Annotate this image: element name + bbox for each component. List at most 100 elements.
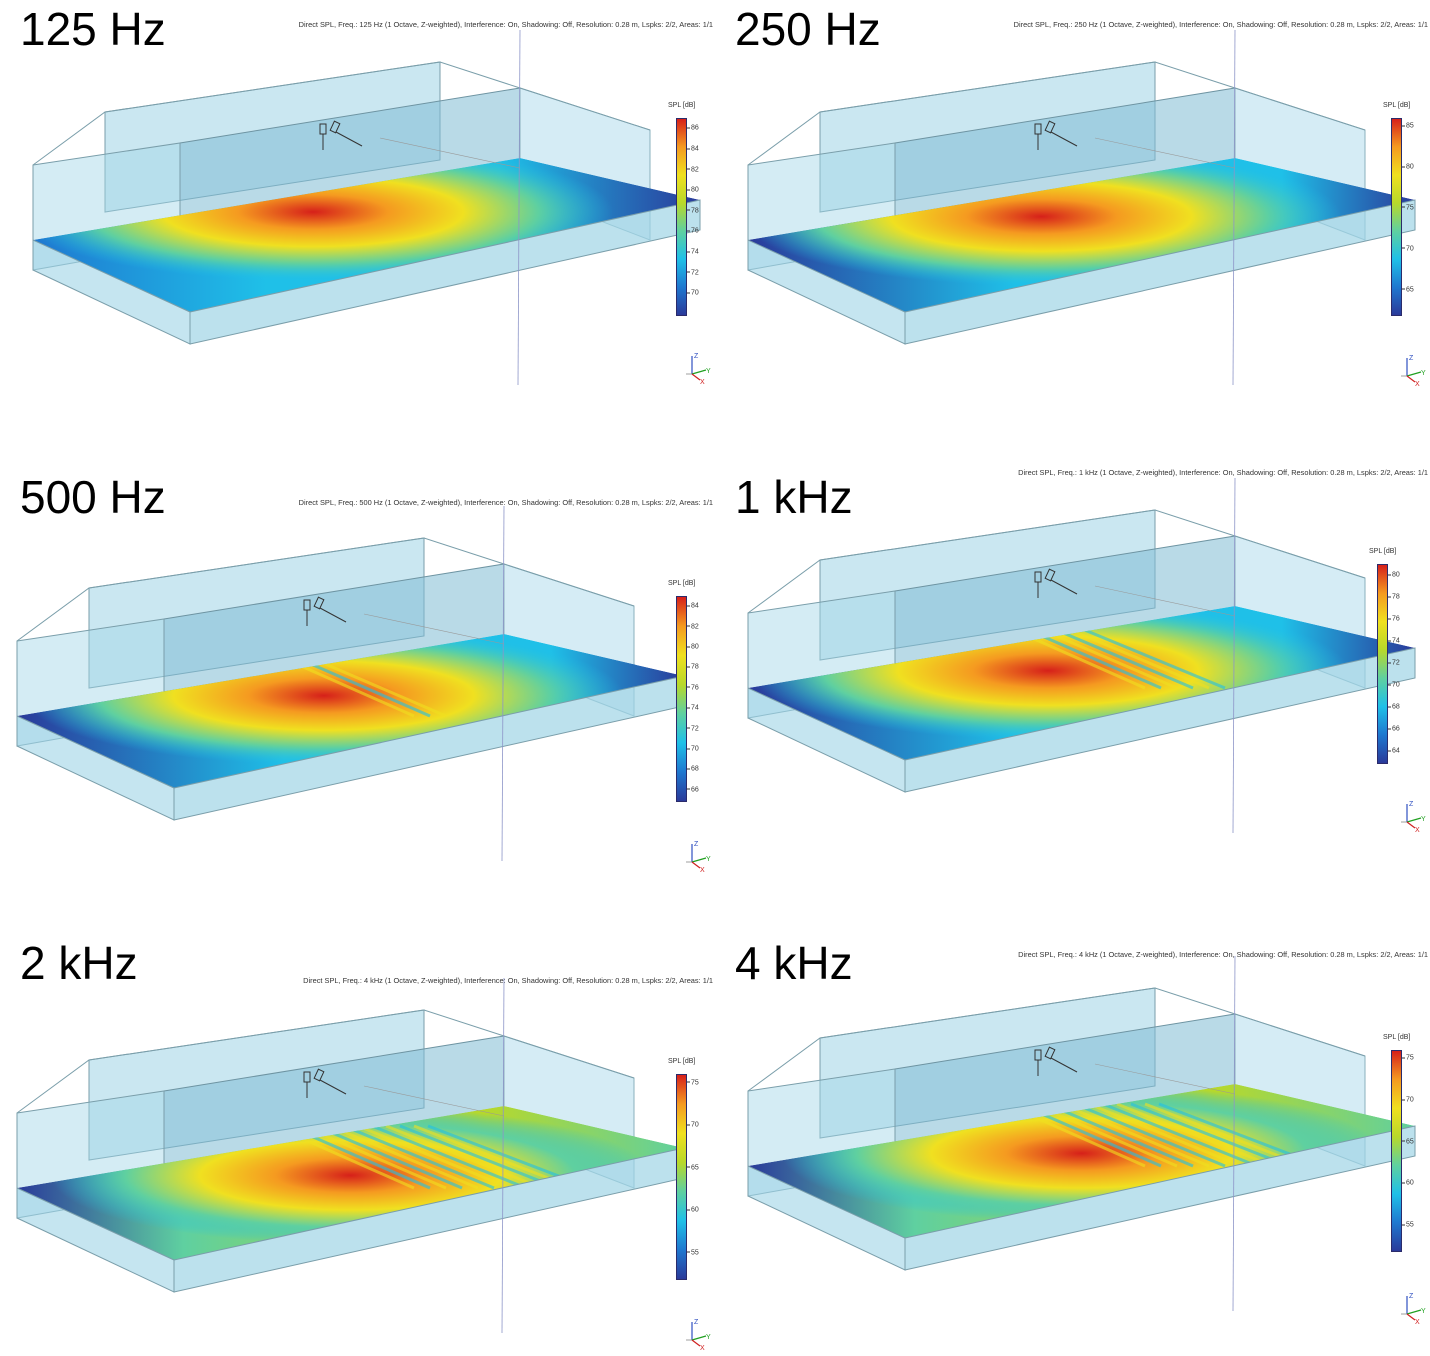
colorbar-tick-label: 85 <box>1402 123 1414 130</box>
colorbar-tick-label: 70 <box>1402 1097 1414 1104</box>
colorbar <box>1377 564 1388 764</box>
panel-500hz: 500 Hz Direct SPL, Freq.: 500 Hz (1 Octav… <box>0 452 715 904</box>
colorbar-tick-label: 76 <box>687 684 699 691</box>
colorbar-tick-label: 76 <box>1388 616 1400 623</box>
svg-text:Y: Y <box>1421 370 1426 377</box>
svg-text:Z: Z <box>694 1319 699 1326</box>
room-top-edges <box>16 537 635 642</box>
loudspeaker-icon <box>319 120 521 169</box>
loudspeaker-icon <box>1034 1046 1236 1095</box>
spl-colorbar-legend: SPL [dB] 86 84 82 80 78 76 74 72 70 <box>668 102 715 316</box>
spl-colorbar-legend: SPL [dB] 84 82 80 78 76 74 72 70 68 66 <box>668 580 715 802</box>
colorbar-tick-label: 80 <box>1388 572 1400 579</box>
colorbar-tick-label: 75 <box>687 1079 699 1086</box>
reference-line <box>501 977 505 1334</box>
room-top-edges <box>747 61 1366 166</box>
svg-text:Y: Y <box>706 856 711 863</box>
colorbar <box>676 596 687 802</box>
loudspeaker-icon <box>1034 568 1236 617</box>
reference-line <box>501 505 505 862</box>
colorbar-tick-label: 82 <box>687 623 699 630</box>
spl-floor-map <box>748 158 1415 312</box>
panel-title: 2 kHz <box>20 937 138 989</box>
room-3d-view <box>16 977 685 1334</box>
simulation-caption: Direct SPL, Freq.: 125 Hz (1 Octave, Z-w… <box>298 20 713 29</box>
simulation-caption: Direct SPL, Freq.: 500 Hz (1 Octave, Z-w… <box>298 498 713 507</box>
colorbar-tick-label: 75 <box>1402 1055 1414 1062</box>
floor-slab-side <box>904 199 1416 345</box>
legend-title: SPL [dB] <box>1383 102 1411 109</box>
colorbar-tick-label: 80 <box>1402 164 1414 171</box>
colorbar-tick-label: 75 <box>1402 204 1414 211</box>
panel-1khz: 1 kHz Direct SPL, Freq.: 1 kHz (1 Octave,… <box>715 452 1430 904</box>
spl-colorbar-legend: SPL [dB] 75 70 65 60 55 <box>668 1058 715 1280</box>
svg-text:Y: Y <box>706 368 711 375</box>
colorbar <box>676 1074 687 1280</box>
svg-text:Z: Z <box>694 353 699 360</box>
reference-line <box>517 29 521 386</box>
svg-text:X: X <box>700 379 705 384</box>
spl-colorbar-legend: SPL [dB] 80 78 76 74 72 70 68 66 64 <box>1369 548 1427 764</box>
axis-orientation-icon: Z YX <box>686 353 711 384</box>
svg-text:Y: Y <box>706 1334 711 1341</box>
simulation-caption: Direct SPL, Freq.: 4 kHz (1 Octave, Z-we… <box>303 976 713 985</box>
reference-line <box>1232 477 1236 834</box>
colorbar-tick-label: 78 <box>687 207 699 214</box>
reference-line <box>1232 955 1236 1312</box>
colorbar <box>676 118 687 316</box>
colorbar-tick-label: 74 <box>687 705 699 712</box>
colorbar-tick-label: 65 <box>1402 286 1414 293</box>
svg-text:X: X <box>700 1345 705 1350</box>
colorbar-tick-label: 74 <box>1388 638 1400 645</box>
simulation-caption: Direct SPL, Freq.: 250 Hz (1 Octave, Z-w… <box>1013 20 1428 29</box>
panel-125hz: 125 Hz Direct SPL, Freq.: 125 Hz (1 Octav… <box>0 0 715 452</box>
svg-text:Z: Z <box>1409 1293 1414 1300</box>
svg-text:X: X <box>1415 1319 1420 1324</box>
panel-250hz: 250 Hz Direct SPL, Freq.: 250 Hz (1 Octav… <box>715 0 1430 452</box>
room-top-edges <box>747 987 1366 1092</box>
panel-title: 125 Hz <box>20 3 166 55</box>
room-top-edges <box>32 61 651 166</box>
colorbar-tick-label: 80 <box>687 187 699 194</box>
colorbar-tick-label: 60 <box>1402 1180 1414 1187</box>
colorbar-tick-label: 78 <box>687 664 699 671</box>
axis-orientation-icon: Z YX <box>686 841 711 872</box>
reference-line <box>1232 29 1236 386</box>
spl-colorbar-legend: SPL [dB] 75 70 65 60 55 <box>1383 1034 1430 1252</box>
legend-title: SPL [dB] <box>668 580 696 587</box>
spl-floor-map <box>33 158 700 312</box>
panel-title: 250 Hz <box>735 3 881 55</box>
colorbar-tick-label: 68 <box>1388 704 1400 711</box>
legend-title: SPL [dB] <box>668 1058 696 1065</box>
colorbar-tick-label: 86 <box>687 125 699 132</box>
loudspeaker-icon <box>303 596 505 645</box>
spl-floor-map <box>17 1106 684 1260</box>
colorbar-tick-label: 84 <box>687 603 699 610</box>
colorbar-tick-label: 70 <box>687 1122 699 1129</box>
colorbar-tick-label: 78 <box>1388 594 1400 601</box>
colorbar-tick-label: 66 <box>687 786 699 793</box>
spl-floor-map <box>748 1084 1415 1238</box>
colorbar-tick-label: 84 <box>687 145 699 152</box>
svg-text:Z: Z <box>1409 355 1414 362</box>
panel-2khz: 2 kHz Direct SPL, Freq.: 4 kHz (1 Octave,… <box>0 904 715 1356</box>
colorbar-tick-label: 70 <box>687 746 699 753</box>
axis-orientation-icon: Z YX <box>1401 801 1426 832</box>
loudspeaker-icon <box>1034 120 1236 169</box>
floor-slab-side <box>189 199 701 345</box>
colorbar-tick-label: 64 <box>1388 748 1400 755</box>
legend-title: SPL [dB] <box>1383 1034 1411 1041</box>
colorbar <box>1391 1050 1402 1252</box>
colorbar-tick-label: 68 <box>687 766 699 773</box>
room-3d-view <box>747 955 1416 1312</box>
axis-orientation-icon: Z YX <box>1401 355 1426 386</box>
legend-title: SPL [dB] <box>668 102 696 109</box>
panel-title: 4 kHz <box>735 937 853 989</box>
room-3d-view <box>16 505 685 862</box>
svg-text:X: X <box>700 867 705 872</box>
colorbar-tick-label: 70 <box>1388 682 1400 689</box>
colorbar-tick-label: 82 <box>687 166 699 173</box>
svg-text:Y: Y <box>1421 816 1426 823</box>
spl-floor-map <box>748 606 1415 760</box>
room-3d-view <box>32 29 701 386</box>
